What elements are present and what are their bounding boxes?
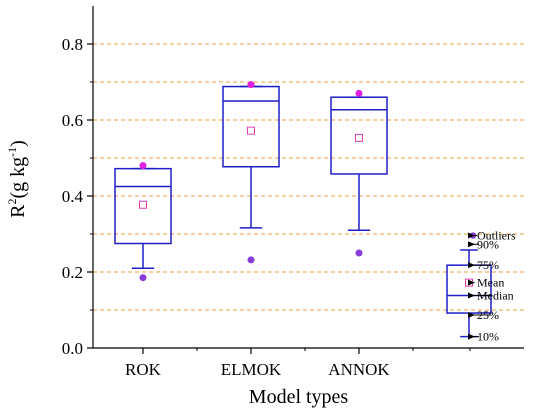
y-axis-title-sup1: 2 <box>5 199 19 205</box>
y-tick-label: 0.8 <box>62 35 83 54</box>
y-tick-label: 0.6 <box>62 111 83 130</box>
y-tick-label: 0.2 <box>62 263 83 282</box>
legend-arrowhead-p75 <box>468 262 475 269</box>
legend-arrowhead-median <box>468 292 475 299</box>
outlier-point-low <box>247 256 255 264</box>
y-axis-title-end: ) <box>7 140 29 147</box>
outlier-point-high <box>139 162 147 170</box>
y-axis-title-base: R <box>7 204 29 218</box>
box-annok-mean <box>355 133 363 142</box>
x-axis-title: Model types <box>249 386 349 408</box>
legend-label-p90: 90% <box>477 237 499 251</box>
legend-arrowhead-outliers <box>468 232 475 239</box>
outlier-point-low <box>355 249 363 257</box>
y-axis-title-sup2: -1 <box>5 147 19 157</box>
outlier-point-high <box>355 89 363 97</box>
legend-label-p75: 75% <box>477 258 499 272</box>
box-rok-box <box>114 167 172 245</box>
legend-label-p10: 10% <box>477 330 499 344</box>
x-tick-label: ELMOK <box>221 360 282 379</box>
x-tick-label: ROK <box>125 360 162 379</box>
y-tick-label: 0.0 <box>62 339 83 358</box>
legend-label-median: Median <box>477 289 514 303</box>
legend-arrowhead-mean <box>468 279 475 286</box>
box-elmok-mean <box>247 126 255 135</box>
legend-arrowhead-p90 <box>468 241 475 248</box>
legend-arrowhead-p10 <box>468 333 475 340</box>
box-annok-box <box>330 96 388 175</box>
outlier-point-high <box>247 81 255 89</box>
legend-label-p25: 25% <box>477 308 499 322</box>
outlier-point-low <box>139 274 147 282</box>
y-axis-title: R2(g kg-1) <box>5 140 29 218</box>
box-rok-mean <box>139 200 147 209</box>
legend-label-outliers: Outliers <box>477 229 516 243</box>
y-axis-title-mid: (g kg <box>7 157 29 199</box>
y-tick-label: 0.4 <box>62 187 84 206</box>
legend-label-mean: Mean <box>477 276 504 290</box>
legend-arrowhead-p25 <box>468 311 475 318</box>
x-tick-label: ANNOK <box>328 360 390 379</box>
